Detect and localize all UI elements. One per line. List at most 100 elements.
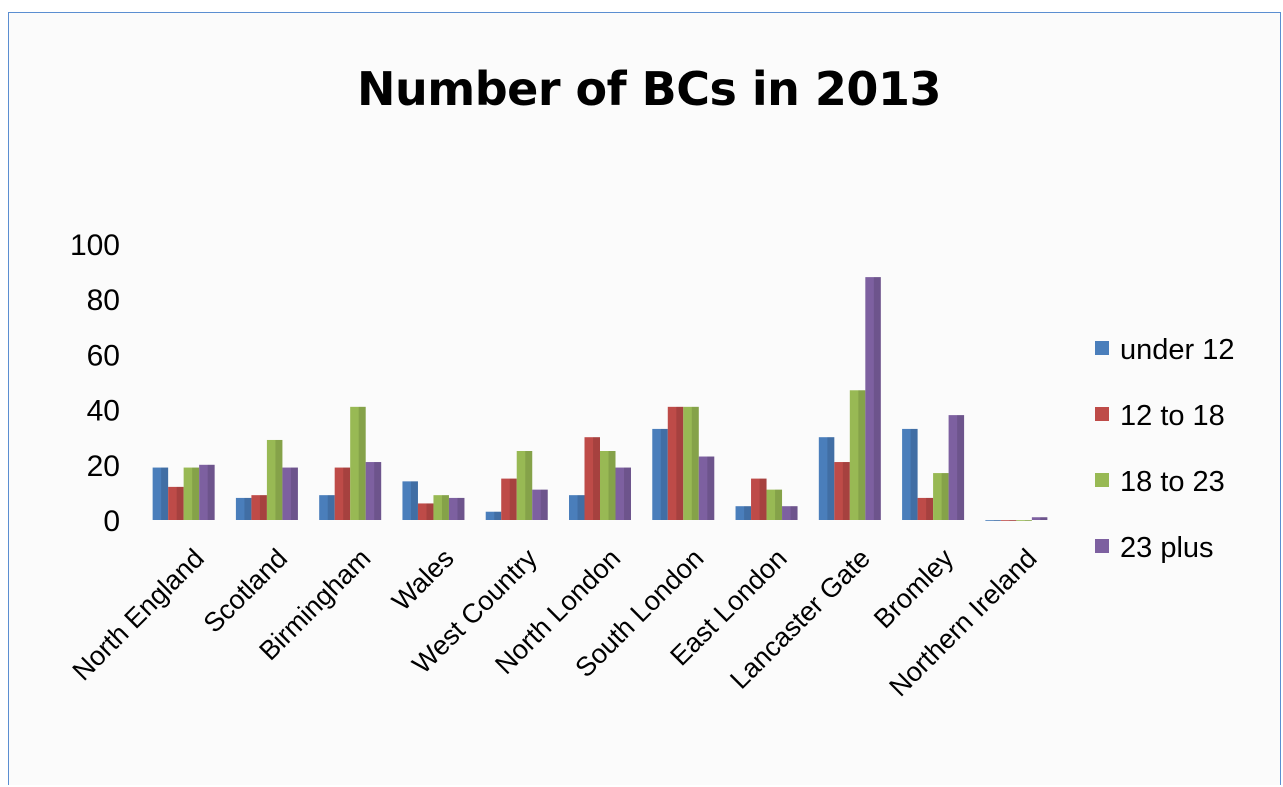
legend-label: under 12 [1120, 334, 1235, 366]
bar [334, 467, 351, 520]
bar-shade [192, 467, 200, 520]
bar-shade [1024, 520, 1032, 521]
bar [569, 495, 585, 520]
bar-shade [858, 390, 866, 520]
bar-fill [282, 467, 298, 520]
bar [584, 437, 600, 520]
bar-fill [417, 503, 434, 520]
bar [698, 456, 715, 520]
bar [199, 464, 215, 520]
y-tick-label: 80 [87, 284, 120, 317]
bar-shade [790, 506, 798, 520]
bar [865, 277, 881, 520]
bar-fill [917, 497, 934, 520]
bar-shade [827, 437, 835, 520]
bar [251, 495, 267, 520]
bar-fill [235, 497, 252, 520]
bar [402, 481, 418, 520]
bar [282, 467, 298, 520]
x-tick-label: Wales [386, 543, 460, 617]
bar-shade [744, 506, 752, 520]
bar [751, 478, 767, 520]
bar [183, 467, 200, 520]
bar-shade [842, 462, 850, 520]
bar-fill [735, 506, 752, 520]
y-tick-label: 0 [103, 505, 120, 538]
bar-shade [926, 497, 934, 520]
bar [152, 467, 169, 520]
bar-shade [775, 489, 783, 520]
bar [501, 478, 517, 520]
bar [417, 503, 434, 520]
bar-shade [660, 428, 668, 520]
chart-title: Number of BCs in 2013 [357, 62, 941, 116]
bar-fill [350, 406, 366, 520]
bar-shade [244, 497, 252, 520]
bar-shade [1009, 520, 1017, 521]
legend-label: 18 to 23 [1120, 466, 1225, 498]
bar [448, 497, 465, 520]
bar [933, 473, 949, 520]
legend-label: 23 plus [1120, 532, 1214, 564]
bar-shade [410, 481, 418, 520]
bar-fill [1031, 517, 1048, 520]
bar-fill [152, 467, 169, 520]
bar [818, 437, 835, 520]
bar-fill [251, 495, 267, 520]
bar-shade [608, 451, 616, 520]
bar-shade [910, 428, 918, 520]
bar [683, 406, 699, 520]
bar-shade [759, 478, 767, 520]
bar [319, 495, 335, 520]
bar-fill [652, 428, 668, 520]
bar-fill [766, 489, 783, 520]
bar-fill [584, 437, 600, 520]
bar-shade [707, 456, 715, 520]
bar-shade [343, 467, 351, 520]
bar-fill [600, 451, 616, 520]
bar [652, 428, 668, 520]
bar-fill [485, 511, 502, 520]
bar [667, 406, 684, 520]
y-tick-label: 100 [70, 229, 120, 262]
bar-fill [168, 486, 184, 520]
bar [168, 486, 184, 520]
bar-fill [334, 467, 351, 520]
bar [782, 506, 798, 520]
legend-swatch [1095, 539, 1109, 553]
bar-fill [319, 495, 335, 520]
bar-fill [501, 478, 517, 520]
bar [532, 489, 548, 520]
legend-label: 12 to 18 [1120, 400, 1225, 432]
bar-shade [426, 503, 434, 520]
bar-fill [402, 481, 418, 520]
legend-swatch [1095, 407, 1109, 421]
bar-fill [615, 467, 631, 520]
bar-fill [199, 464, 215, 520]
bar-shade [494, 511, 502, 520]
bar-shade [624, 467, 631, 520]
bar [615, 467, 631, 520]
bar [902, 428, 918, 520]
bar [1000, 520, 1017, 521]
bar-fill [782, 506, 798, 520]
bar-fill [532, 489, 548, 520]
bar-fill [818, 437, 835, 520]
bar-fill [1016, 520, 1032, 521]
bar-shade [691, 406, 699, 520]
y-tick-label: 20 [87, 450, 120, 483]
bar [516, 451, 533, 520]
bar-fill [365, 462, 382, 520]
bar-shade [327, 495, 335, 520]
bar-shade [593, 437, 600, 520]
bar-shade [259, 495, 267, 520]
bar [235, 497, 252, 520]
bar-shade [176, 486, 184, 520]
bar-shade [161, 467, 169, 520]
bar-shade [540, 489, 548, 520]
bar [433, 495, 449, 520]
bar-fill [834, 462, 850, 520]
bar [849, 390, 866, 520]
bar-fill [433, 495, 449, 520]
bar-shade [374, 462, 382, 520]
